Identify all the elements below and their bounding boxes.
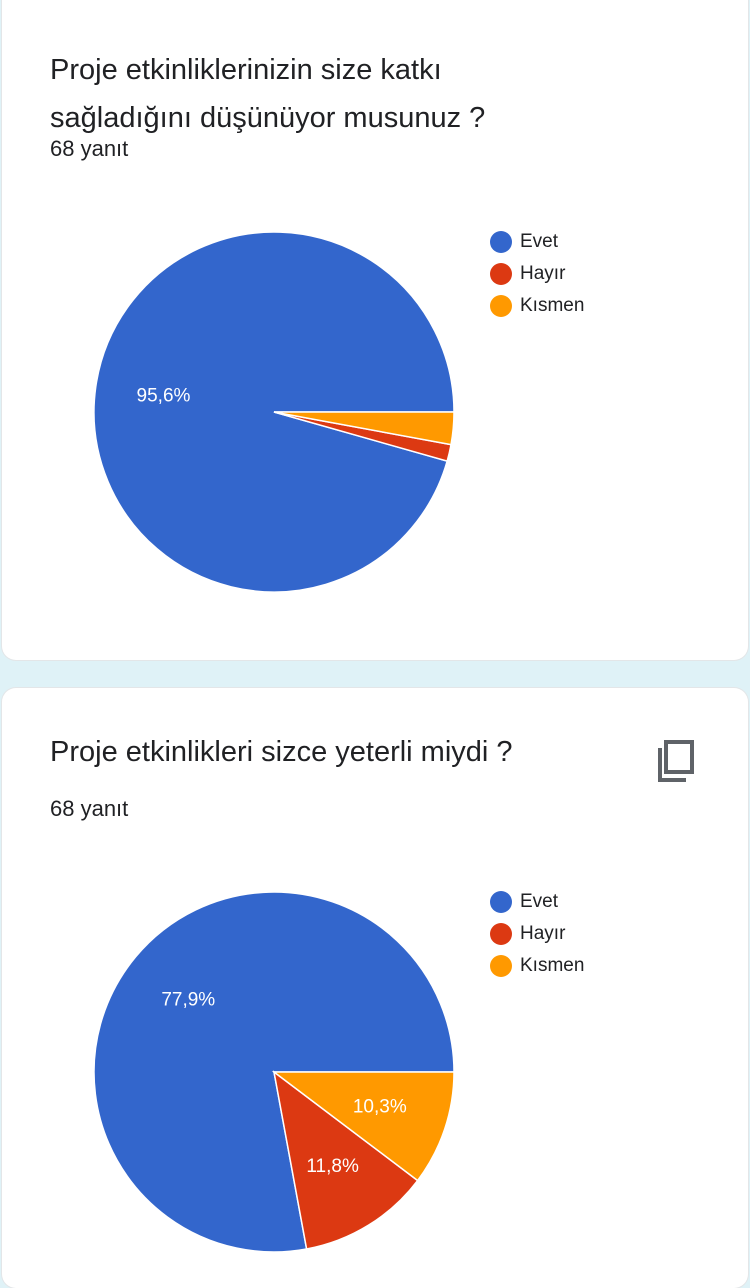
pie-slice-evet xyxy=(93,891,455,1253)
response-count: 68 yanıt xyxy=(50,136,129,161)
question-card: Proje etkinliklerinizin size katkı sağla… xyxy=(2,0,748,660)
legend-swatch xyxy=(490,891,512,913)
slice-label: 95,6% xyxy=(137,386,191,407)
legend-item: Kısmen xyxy=(490,290,584,322)
response-count: 68 yanıt xyxy=(50,796,129,821)
legend-item: Evet xyxy=(490,886,584,918)
legend-item: Hayır xyxy=(490,918,584,950)
pie-slice-kısmen xyxy=(271,1071,455,1182)
legend-label: Evet xyxy=(520,891,559,912)
question-card: Proje etkinlikleri sizce yeterli miydi ?… xyxy=(2,688,748,1288)
question-title: Proje etkinlikleri sizce yeterli miydi ? xyxy=(50,736,513,768)
legend-swatch xyxy=(490,955,512,977)
legend-swatch xyxy=(490,231,512,253)
pie-chart: 95,6% xyxy=(93,231,455,593)
legend-label: Hayır xyxy=(520,923,566,944)
slice-label: 11,8% xyxy=(306,1156,359,1177)
pie-chart: 77,9% 11,8% 10,3% xyxy=(93,891,455,1253)
legend-swatch xyxy=(490,923,512,945)
legend-swatch xyxy=(490,295,512,317)
legend-label: Hayır xyxy=(520,263,566,284)
chart-legend: Evet Hayır Kısmen xyxy=(490,226,584,322)
legend-label: Kısmen xyxy=(520,295,585,316)
chart-legend: Evet Hayır Kısmen xyxy=(490,886,584,982)
legend-item: Hayır xyxy=(490,258,584,290)
legend-item: Evet xyxy=(490,226,584,258)
slice-label: 10,3% xyxy=(353,1097,407,1118)
pie-slice-hayır xyxy=(272,1070,419,1250)
slice-label: 77,9% xyxy=(161,990,215,1011)
legend-label: Evet xyxy=(520,231,559,252)
copy-icon[interactable] xyxy=(656,738,696,784)
pie-slice-kısmen xyxy=(273,411,455,446)
legend-item: Kısmen xyxy=(490,950,584,982)
legend-swatch xyxy=(490,263,512,285)
question-title: Proje etkinliklerinizin size katkı sağla… xyxy=(50,54,486,134)
legend-label: Kısmen xyxy=(520,955,585,976)
